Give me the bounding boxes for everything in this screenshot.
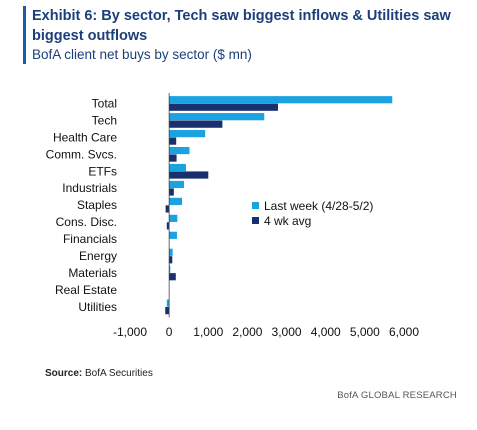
x-tick-label: 6,000 xyxy=(389,325,419,339)
bar-4wk-avg xyxy=(165,205,170,213)
bar-4wk-avg xyxy=(169,154,177,162)
x-tick-label: 4,000 xyxy=(311,325,341,339)
category-label: Industrials xyxy=(62,181,117,195)
category-label: Comm. Svcs. xyxy=(46,147,117,161)
bar-last-week xyxy=(169,163,186,172)
title-accent-bar xyxy=(23,6,26,64)
bar-last-week xyxy=(169,214,178,222)
source-text: BofA Securities xyxy=(85,368,153,379)
category-label: Utilities xyxy=(78,300,117,314)
x-tick-label: 5,000 xyxy=(350,325,380,339)
bar-last-week xyxy=(169,180,185,189)
bar-last-week xyxy=(169,231,177,239)
legend-swatch xyxy=(252,217,259,224)
category-label: Financials xyxy=(63,232,117,246)
category-label: Materials xyxy=(68,266,117,280)
category-label: Cons. Disc. xyxy=(56,215,117,229)
bar-last-week xyxy=(169,265,171,273)
bar-4wk-avg xyxy=(169,120,223,128)
bar-last-week xyxy=(166,299,170,307)
bar-last-week xyxy=(169,130,206,138)
category-label: Real Estate xyxy=(55,283,117,297)
bar-4wk-avg xyxy=(169,171,209,179)
bar-last-week xyxy=(169,197,183,206)
bar-4wk-avg xyxy=(166,222,170,230)
bar-4wk-avg xyxy=(169,103,278,111)
bar-4wk-avg xyxy=(169,188,174,196)
category-label: Energy xyxy=(79,249,117,263)
bar-4wk-avg xyxy=(169,137,177,145)
chart-subtitle: BofA client net buys by sector ($ mn) xyxy=(32,47,252,62)
bar-4wk-avg xyxy=(169,273,176,281)
bar-4wk-avg xyxy=(169,256,173,264)
category-label: Tech xyxy=(92,113,117,127)
chart-title: Exhibit 6: By sector, Tech saw biggest i… xyxy=(32,8,451,44)
bar-last-week xyxy=(169,146,190,155)
category-label: ETFs xyxy=(88,164,117,178)
source-note: Source: BofA Securities xyxy=(45,368,153,379)
x-tick-label: 1,000 xyxy=(193,325,223,339)
footer-brand: BofA GLOBAL RESEARCH xyxy=(337,390,457,401)
legend-label: Last week (4/28-5/2) xyxy=(264,199,373,213)
bar-4wk-avg xyxy=(165,307,170,315)
bar-last-week xyxy=(169,248,173,256)
legend-swatch xyxy=(252,202,259,209)
x-tick-label: -1,000 xyxy=(113,325,147,339)
category-label: Total xyxy=(92,96,117,110)
x-tick-label: 3,000 xyxy=(272,325,302,339)
x-tick-label: 2,000 xyxy=(232,325,262,339)
bar-last-week xyxy=(169,113,265,121)
source-label: Source: xyxy=(45,368,83,379)
category-label: Health Care xyxy=(53,130,117,144)
bar-last-week xyxy=(169,96,393,104)
x-tick-label: 0 xyxy=(166,325,173,339)
legend-label: 4 wk avg xyxy=(264,214,311,228)
category-label: Staples xyxy=(77,198,117,212)
